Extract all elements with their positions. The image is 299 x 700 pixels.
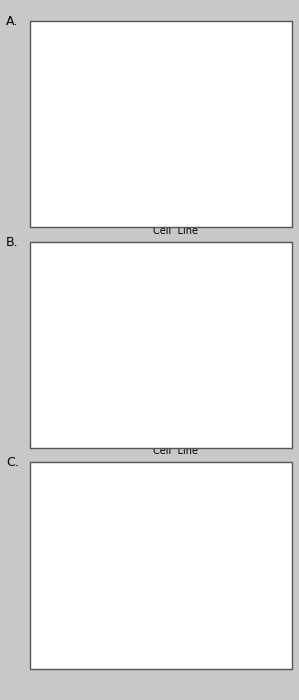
Text: p<0.0001: p<0.0001	[157, 50, 195, 59]
X-axis label: Cell  Line: Cell Line	[153, 225, 198, 236]
Bar	[78, 636, 117, 648]
Bar	[234, 300, 273, 427]
Y-axis label: Relative MMP9 expression: Relative MMP9 expression	[37, 60, 46, 178]
Text: p=0.0008: p=0.0008	[234, 160, 272, 169]
Bar	[156, 65, 195, 207]
Y-axis label: Relative Luciferase Activity: Relative Luciferase Activity	[43, 278, 52, 401]
Bar	[156, 314, 195, 427]
X-axis label: Cell  Line: Cell Line	[153, 446, 198, 456]
Bar	[156, 562, 195, 648]
Text: A.: A.	[6, 15, 18, 29]
Text: p=0.08: p=0.08	[239, 261, 268, 270]
Text: C.: C.	[6, 456, 19, 470]
Bar	[234, 174, 273, 207]
Text: p=0.006: p=0.006	[159, 293, 192, 302]
Bar	[78, 384, 117, 427]
Bar	[78, 199, 117, 207]
Bar	[234, 526, 273, 648]
Text: B.: B.	[6, 236, 19, 249]
Y-axis label: Fold Enrichment over IgG: Fold Enrichment over IgG	[37, 503, 46, 617]
